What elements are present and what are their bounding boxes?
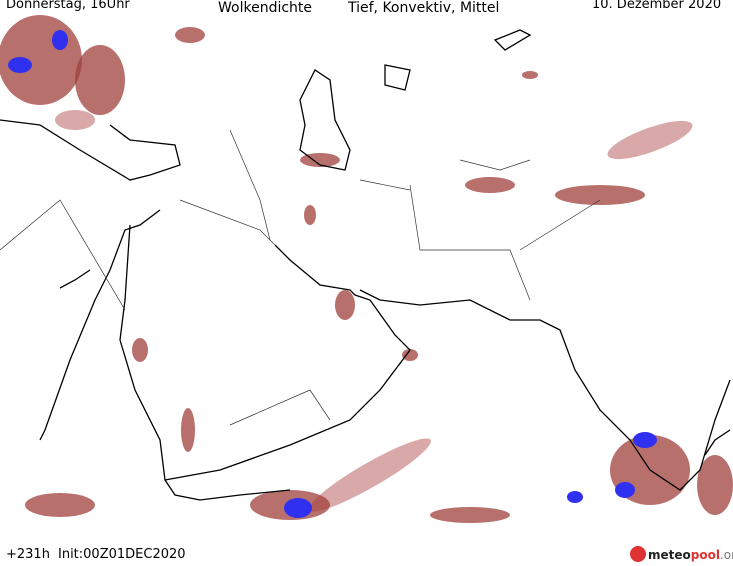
cloud: [335, 290, 355, 320]
coastline: [704, 429, 731, 456]
date-right: 10. Dezember 2020: [592, 0, 722, 12]
logo-part: .org: [719, 548, 733, 562]
cloud: [25, 493, 95, 517]
caspian-sea: [299, 69, 351, 171]
cloud-dense: [8, 57, 32, 73]
cloud-dense: [615, 482, 635, 498]
cloud: [181, 408, 195, 452]
cloud: [465, 177, 515, 193]
coastline: [119, 224, 411, 481]
coastline: [359, 289, 731, 491]
cloud: [402, 349, 418, 361]
footer-bg: [0, 526, 733, 566]
cloud: [697, 455, 733, 515]
cloud-dense: [284, 498, 312, 518]
cloud: [430, 507, 510, 523]
cloud: [555, 185, 645, 205]
cloud: [300, 153, 340, 167]
cloud: [309, 438, 431, 512]
borders: [0, 129, 601, 426]
cloud-dense: [52, 30, 68, 50]
subtitle: Tief, Konvektiv, Mittel: [348, 0, 500, 16]
clouds: [0, 15, 733, 523]
title: Wolkendichte: [218, 0, 313, 16]
logo: meteopool.org: [648, 548, 733, 562]
cloud-dense: [633, 432, 657, 448]
border: [0, 129, 601, 426]
cloud: [304, 205, 316, 225]
coastline: [164, 479, 291, 501]
map-area: [0, 18, 733, 526]
cloud: [175, 27, 205, 43]
cloud: [55, 110, 95, 130]
cloud: [75, 45, 125, 115]
run-offset: +231h: [6, 547, 50, 562]
coastlines: [0, 29, 731, 501]
cloud: [607, 120, 693, 160]
coastline: [0, 119, 181, 181]
lake: [493, 29, 532, 51]
cloud: [132, 338, 148, 362]
coastline: [59, 269, 91, 289]
date-left: Donnerstag, 16Uhr: [6, 0, 130, 12]
cloud-dense: [567, 491, 583, 503]
cloud: [522, 71, 538, 79]
logo-icon: [630, 546, 646, 562]
lake: [384, 64, 411, 91]
init: Init:00Z01DEC2020: [58, 547, 186, 562]
coastline: [39, 209, 161, 441]
logo-part: pool: [690, 548, 720, 562]
logo-part: meteo: [648, 548, 691, 562]
